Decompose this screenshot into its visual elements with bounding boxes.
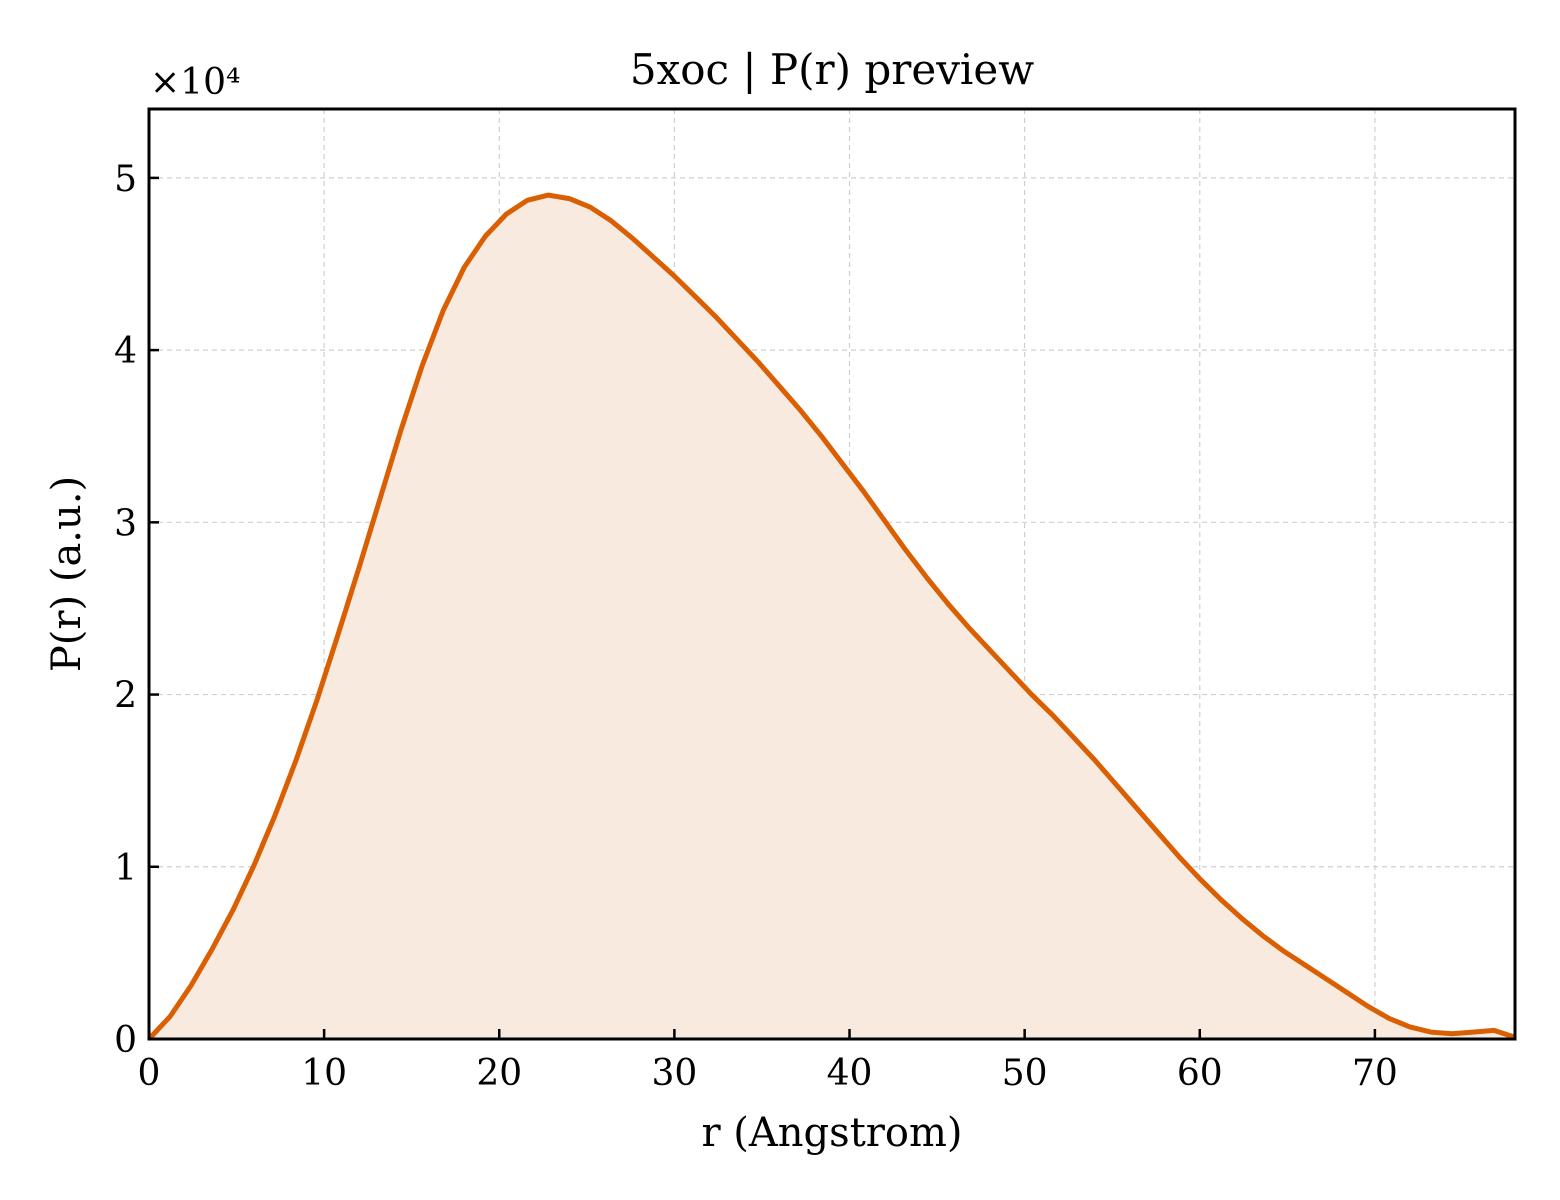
y-axis-label: P(r) (a.u.) (44, 476, 90, 672)
x-tick-label: 20 (476, 1053, 522, 1094)
series-line (147, 192, 1516, 1041)
y-tick-label: 4 (114, 331, 137, 372)
y-tick-label: 3 (114, 503, 137, 544)
area-fill (149, 195, 1515, 1040)
y-tick-label: 0 (114, 1020, 137, 1061)
x-tick-label: 30 (651, 1053, 697, 1094)
y-multiplier-label: ×10⁴ (150, 62, 240, 103)
chart-title: 5xoc | P(r) preview (630, 45, 1034, 94)
y-tick-label: 2 (114, 676, 137, 717)
x-tick-label: 60 (1177, 1053, 1223, 1094)
x-axis: 0 10 20 30 40 50 60 70 (138, 1029, 1398, 1094)
x-tick-label: 10 (301, 1053, 347, 1094)
x-tick-label: 70 (1352, 1053, 1398, 1094)
plot-frame (147, 107, 1517, 1041)
x-tick-label: 50 (1002, 1053, 1048, 1094)
x-tick-label: 40 (827, 1053, 873, 1094)
x-axis-label: r (Angstrom) (701, 1110, 962, 1156)
x-tick-label: 0 (138, 1053, 161, 1094)
y-tick-label: 5 (114, 159, 137, 200)
y-axis: 0 1 2 3 4 5 (114, 159, 159, 1061)
y-tick-label: 1 (114, 848, 137, 889)
